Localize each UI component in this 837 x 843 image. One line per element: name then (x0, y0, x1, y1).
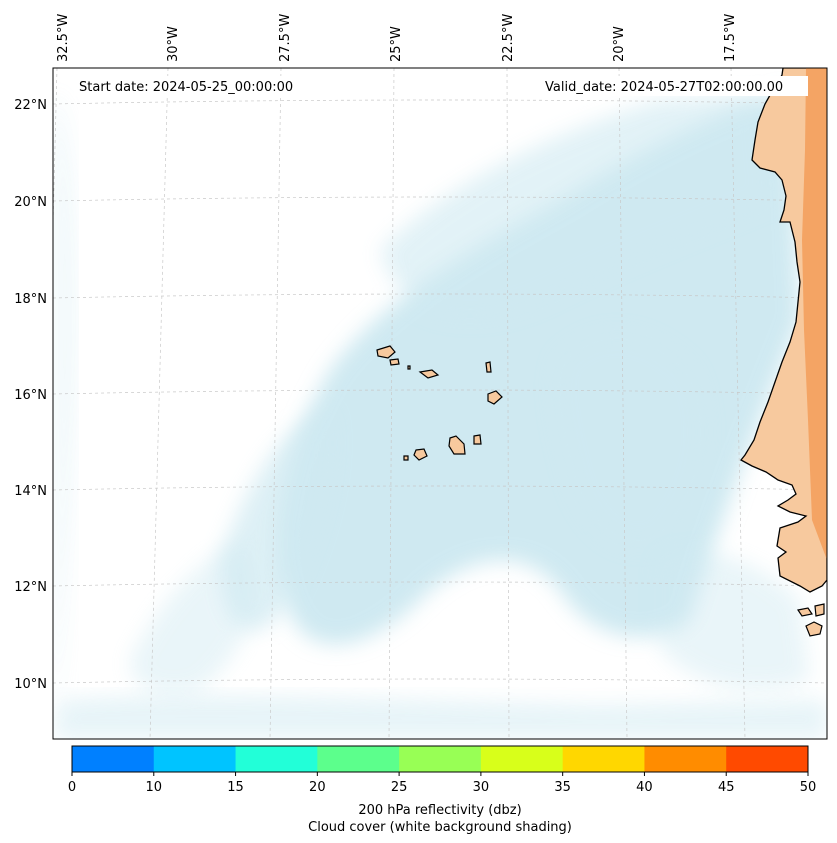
lon-label-30w: 30°W (166, 26, 181, 62)
island-sal (485, 361, 492, 373)
start-date-label: Start date: 2024-05-25_00:00:00 (79, 80, 293, 95)
island-sao-vicente (389, 358, 400, 366)
colorbar-segment (317, 746, 400, 772)
lat-label-10n: 10°N (14, 677, 47, 692)
island-santiago (448, 435, 466, 455)
colorbar-tick-label: 50 (800, 780, 817, 795)
gridline-20n (53, 196, 827, 202)
island-maio (473, 434, 482, 445)
lat-label-22n: 22°N (14, 98, 47, 113)
colorbar-segment (480, 746, 564, 772)
gridline-22-5w (506, 68, 510, 739)
graticule (53, 68, 827, 739)
gridline-25w (388, 68, 395, 739)
lat-label-18n: 18°N (14, 292, 47, 307)
cloud-band-east (555, 334, 705, 546)
island-brava (403, 455, 409, 461)
cloud-cover-shading (53, 90, 827, 739)
lat-label-20n: 20°N (14, 195, 47, 210)
lon-label-20w: 20°W (612, 26, 627, 62)
coastal-island-south (797, 607, 813, 617)
lon-label-27-5w: 27.5°W (278, 14, 293, 62)
colorbar-tick-label: 30 (473, 780, 490, 795)
lon-label-17-5w: 17.5°W (723, 14, 738, 62)
colorbar-tick-label: 15 (227, 780, 244, 795)
island-boa-vista (487, 390, 503, 405)
lon-label-22-5w: 22.5°W (501, 14, 516, 62)
cape-verde-islands (376, 345, 503, 461)
lat-label-16n: 16°N (14, 388, 47, 403)
start-date-box: Start date: 2024-05-25_00:00:00 (74, 76, 314, 96)
island-santo-antao (376, 345, 396, 359)
cloud-band-north (380, 95, 770, 316)
africa-landmass (740, 68, 827, 637)
lat-label-14n: 14°N (14, 484, 47, 499)
colorbar-tick-label: 45 (718, 780, 735, 795)
island-santa-luzia (407, 365, 411, 370)
cloud-band-southwest (130, 540, 255, 694)
colorbar: 0 10 15 20 25 30 35 40 45 50 200 hPa reflectivity… (68, 745, 816, 835)
bijagos-islands (805, 621, 823, 637)
gridline-14n (53, 485, 827, 491)
colorbar-ticks: 0 10 15 20 25 30 35 40 45 50 (68, 772, 816, 795)
valid-date-label: Valid_date: 2024-05-27T02:00:00.00 (545, 80, 783, 95)
lat-label-12n: 12°N (14, 580, 47, 595)
cloud-band-westedge (55, 90, 75, 730)
colorbar-tick-label: 35 (554, 780, 571, 795)
colorbar-frame (71, 745, 809, 773)
island-sao-nicolau (418, 369, 440, 379)
colorbar-segment (562, 746, 645, 772)
colorbar-segment (72, 746, 155, 772)
colorbar-segment (644, 746, 727, 772)
valid-date-box: Valid_date: 2024-05-27T02:00:00.00 (540, 76, 808, 96)
colorbar-tick-label: 25 (391, 780, 408, 795)
coastal-island-southeast (814, 603, 825, 617)
colorbar-subtitle: Cloud cover (white background shading) (308, 820, 572, 835)
colorbar-tick-label: 0 (68, 780, 76, 795)
colorbar-segments (72, 746, 809, 772)
colorbar-segment (726, 746, 809, 772)
gridline-20w (618, 68, 628, 739)
lon-label-32-5w: 32.5°W (56, 14, 71, 62)
cloud-band-southeast (660, 552, 810, 690)
longitude-labels: 32.5°W 30°W 27.5°W 25°W 22.5°W 20°W 17.5… (56, 14, 738, 62)
latitude-labels: 22°N 20°N 18°N 16°N 14°N 12°N 10°N (14, 98, 47, 692)
gridline-12n (53, 581, 827, 587)
colorbar-segment (235, 746, 318, 772)
map-frame (52, 67, 828, 740)
colorbar-tick-label: 40 (636, 780, 653, 795)
gridline-27-5w (269, 68, 282, 739)
gridline-18n (53, 293, 827, 299)
colorbar-tick-label: 10 (146, 780, 163, 795)
island-fogo (413, 448, 428, 461)
gridline-16n (53, 389, 827, 395)
colorbar-segment (399, 746, 482, 772)
lon-label-25w: 25°W (389, 26, 404, 62)
cloud-band-south (53, 695, 827, 739)
colorbar-segment (153, 746, 237, 772)
gridline-10n (53, 678, 827, 684)
gridline-30w (149, 68, 169, 739)
gridline-17-5w (730, 68, 746, 739)
colorbar-tick-label: 20 (309, 780, 326, 795)
gridline-22n (53, 99, 827, 105)
africa-inland-shading (802, 68, 827, 560)
colorbar-title: 200 hPa reflectivity (dbz) (358, 803, 521, 818)
